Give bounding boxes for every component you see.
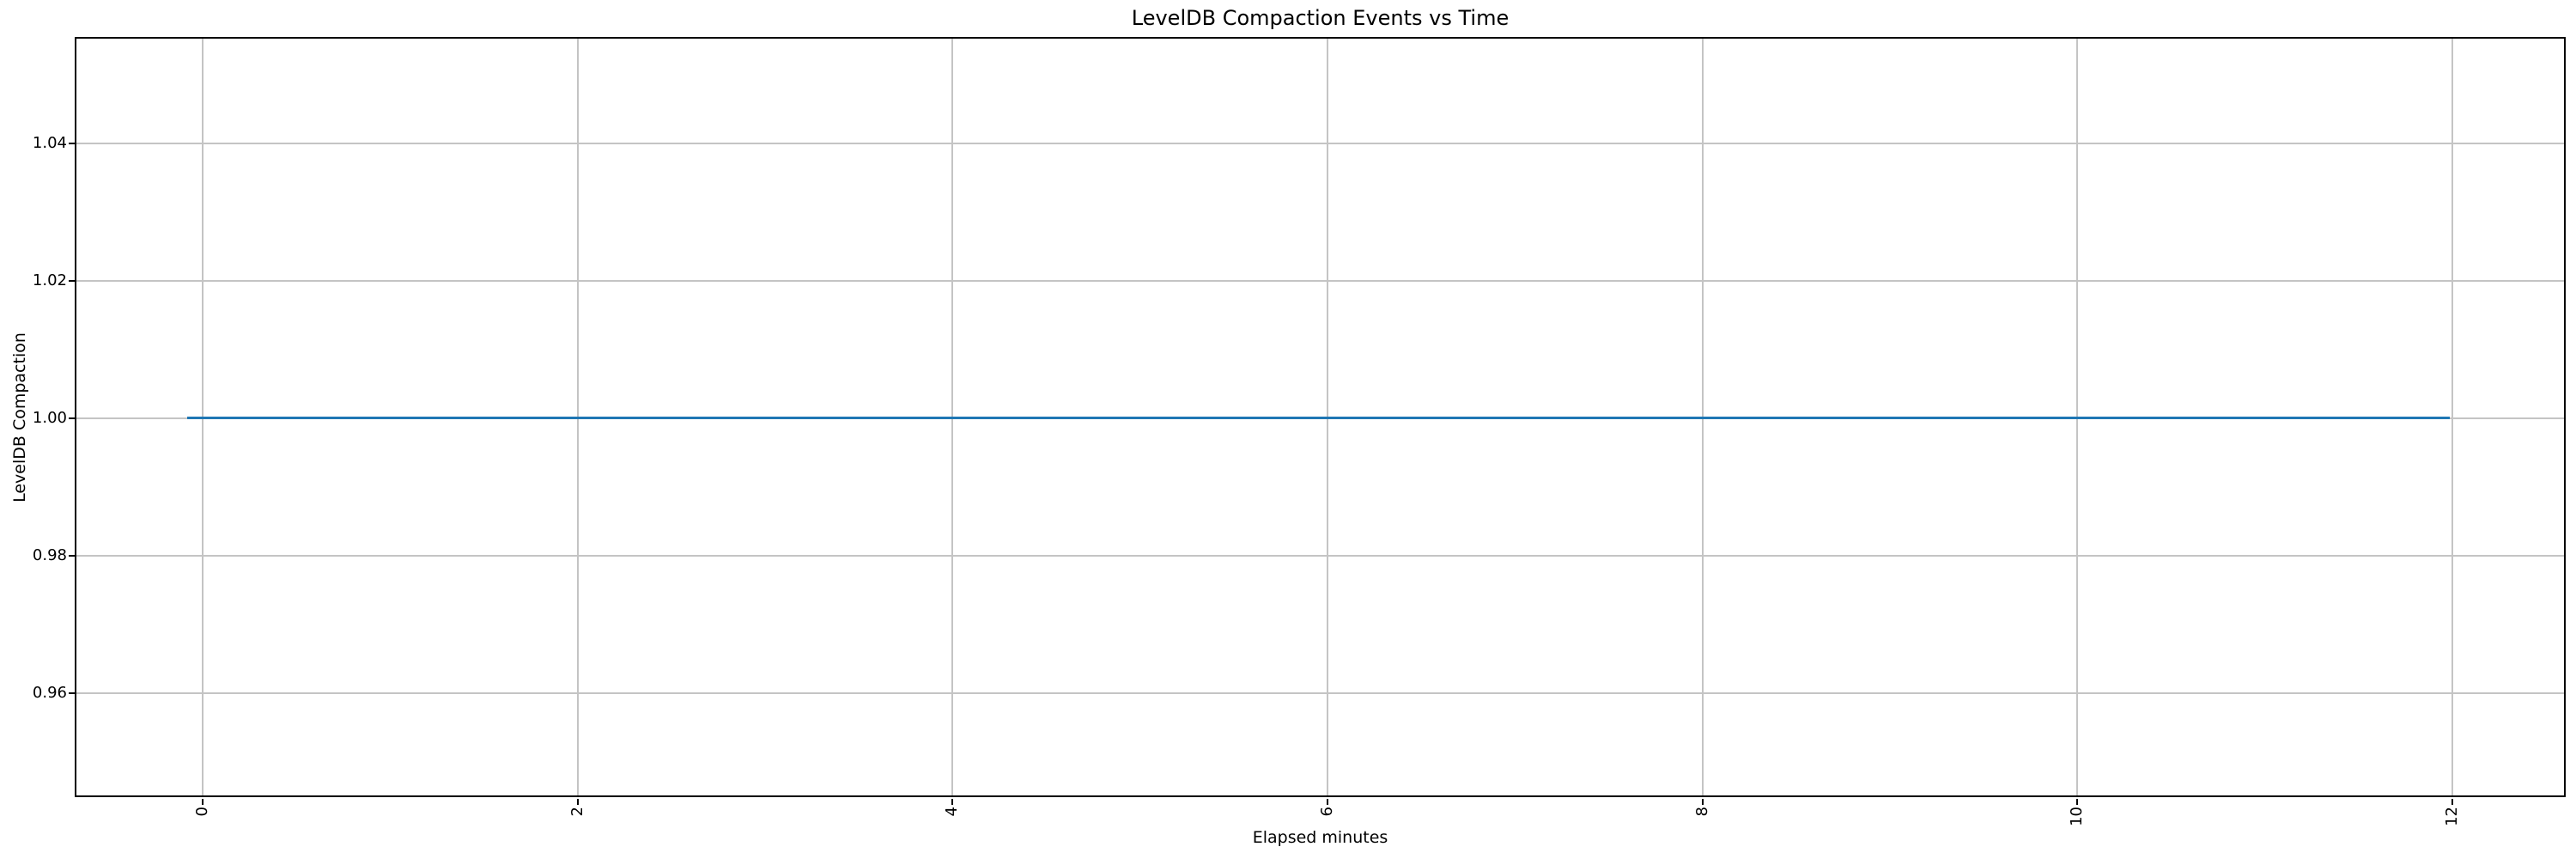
x-tick-label: 8: [1693, 807, 1711, 817]
grid-line-horizontal: [76, 555, 2564, 557]
y-axis-label: LevelDB Compaction: [10, 332, 29, 503]
x-tick-mark: [577, 799, 579, 805]
grid-line-vertical: [2451, 39, 2453, 795]
x-tick-mark: [951, 799, 953, 805]
y-tick-label: 1.00: [32, 409, 67, 427]
chart-title: LevelDB Compaction Events vs Time: [1131, 6, 1510, 30]
plot-area: [75, 37, 2566, 797]
x-tick-mark: [2076, 799, 2078, 805]
series-line: [187, 417, 2450, 419]
y-tick-mark: [69, 417, 75, 419]
y-tick-mark: [69, 280, 75, 282]
y-tick-mark: [69, 692, 75, 694]
x-tick-label: 6: [1318, 807, 1336, 817]
y-tick-label: 1.02: [32, 271, 67, 289]
y-tick-label: 1.04: [32, 134, 67, 152]
x-tick-label: 0: [193, 807, 211, 817]
y-tick-label: 0.96: [32, 684, 67, 702]
x-tick-label: 12: [2443, 807, 2461, 826]
x-tick-label: 2: [568, 807, 586, 817]
y-tick-mark: [69, 143, 75, 144]
x-tick-mark: [202, 799, 204, 805]
x-tick-label: 4: [943, 807, 961, 817]
x-tick-mark: [2451, 799, 2453, 805]
x-axis-label: Elapsed minutes: [1252, 828, 1388, 847]
grid-line-horizontal: [76, 692, 2564, 694]
y-tick-mark: [69, 555, 75, 557]
x-tick-label: 10: [2068, 807, 2086, 826]
x-tick-mark: [1327, 799, 1328, 805]
x-tick-mark: [1702, 799, 1704, 805]
grid-line-horizontal: [76, 280, 2564, 282]
grid-line-horizontal: [76, 143, 2564, 144]
y-tick-label: 0.98: [32, 546, 67, 564]
